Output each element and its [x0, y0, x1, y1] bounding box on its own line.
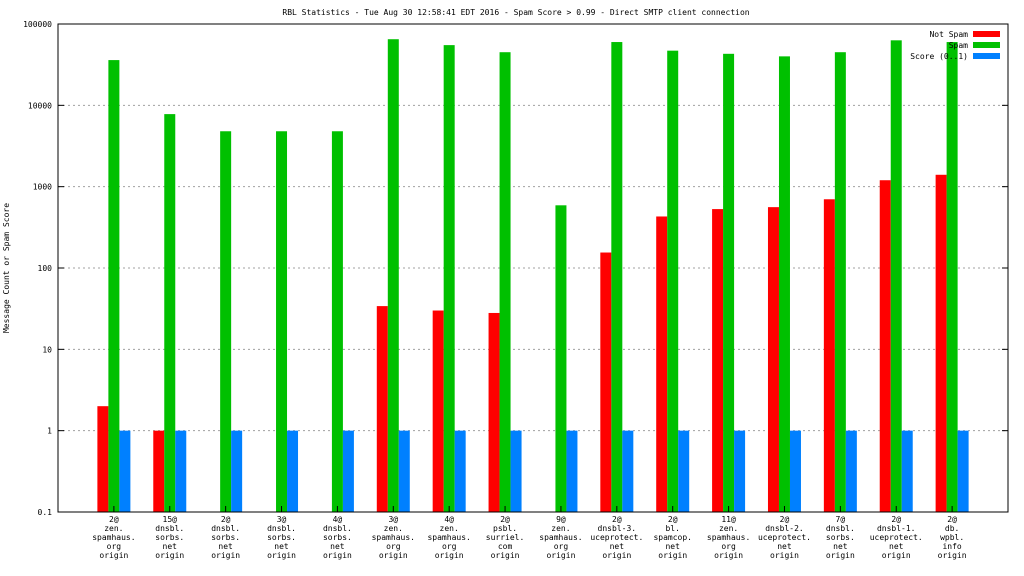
x-tick-label: 7@ dnsbl. sorbs. net origin	[826, 515, 855, 560]
y-tick-label: 1	[47, 427, 52, 436]
x-tick-label: 2@ zen. spamhaus. org origin	[92, 515, 135, 560]
bar	[220, 131, 232, 513]
x-tick-label: 2@ db. wpbl. info origin	[938, 515, 967, 560]
x-tick-label: 2@ dnsbl-3. uceprotect. net origin	[590, 515, 643, 560]
x-tick-label: 2@ dnsbl-1. uceprotect. net origin	[870, 515, 923, 560]
bar	[879, 180, 891, 512]
bar	[611, 42, 623, 512]
y-tick-label: 0.1	[38, 508, 53, 517]
bar	[678, 430, 690, 512]
bar	[566, 430, 578, 512]
y-tick-label: 100	[38, 264, 53, 273]
bar	[108, 60, 120, 512]
bar	[387, 39, 399, 513]
legend-swatch	[973, 42, 1000, 48]
legend-label: Spam	[949, 41, 968, 50]
bar	[890, 40, 902, 512]
bar	[712, 209, 724, 512]
bar	[901, 430, 913, 512]
plot-frame	[57, 23, 1009, 513]
x-tick-label: 2@ dnsbl. sorbs. net origin	[211, 515, 240, 560]
bar	[723, 53, 735, 513]
legend-label: Not Spam	[929, 30, 968, 39]
x-tick-label: 15@ dnsbl. sorbs. net origin	[155, 515, 184, 560]
bar	[957, 430, 969, 512]
bar	[443, 45, 455, 513]
bar	[164, 114, 176, 512]
bar	[935, 174, 947, 512]
y-tick-label: 1000	[33, 183, 52, 192]
bar	[622, 430, 634, 512]
bar	[454, 430, 466, 512]
x-tick-label: 4@ dnsbl. sorbs. net origin	[323, 515, 352, 560]
x-tick-label: 2@ psbl. surriel. com origin	[486, 515, 525, 560]
y-tick-label: 10	[42, 345, 52, 354]
bar	[823, 199, 835, 512]
x-tick-label: 9@ zen. spamhaus. org origin	[539, 515, 582, 560]
bar	[734, 430, 746, 512]
y-tick-label: 100000	[23, 20, 52, 29]
legend-swatch	[973, 31, 1000, 37]
bar	[331, 131, 343, 513]
x-tick-label: 2@ dnsbl-2. uceprotect. net origin	[758, 515, 811, 560]
bar	[175, 430, 187, 512]
bar	[499, 52, 511, 512]
chart-title: RBL Statistics - Tue Aug 30 12:58:41 EDT…	[282, 8, 749, 17]
bar	[667, 50, 679, 512]
bar	[845, 430, 857, 512]
bar	[342, 430, 354, 512]
bar	[153, 430, 165, 512]
bar	[231, 430, 243, 512]
x-tick-label: 4@ zen. spamhaus. org origin	[427, 515, 470, 560]
x-tick-label: 11@ zen. spamhaus. org origin	[707, 515, 750, 560]
bar	[767, 207, 779, 512]
legend-label: Score (0..1)	[910, 52, 968, 61]
bar	[376, 306, 388, 512]
bar	[276, 131, 288, 513]
bar	[119, 430, 131, 512]
x-tick-label: 2@ bl. spamcop. net origin	[653, 515, 692, 560]
y-tick-label: 10000	[28, 101, 52, 110]
bar	[510, 430, 522, 512]
y-axis-label: Message Count or Spam Score	[2, 203, 11, 333]
bar	[488, 312, 500, 512]
bar	[600, 252, 612, 512]
bar	[97, 406, 109, 512]
bar	[398, 430, 410, 512]
bar	[656, 216, 668, 512]
bar	[946, 42, 958, 512]
bar	[778, 56, 790, 513]
bar	[789, 430, 801, 512]
legend: Not Spam Spam Score (0..1)	[910, 30, 1000, 61]
x-tick-label: 3@ dnsbl. sorbs. net origin	[267, 515, 296, 560]
bar	[432, 310, 444, 512]
bar	[287, 430, 299, 512]
bar	[834, 52, 846, 512]
bars	[97, 39, 969, 513]
grid-lines	[58, 104, 1008, 432]
bar	[555, 205, 567, 513]
legend-swatch	[973, 53, 1000, 59]
x-tick-labels: 2@ zen. spamhaus. org origin 15@ dnsbl. sorbs. n…	[92, 506, 967, 560]
x-tick-label: 3@ zen. spamhaus. org origin	[372, 515, 415, 560]
